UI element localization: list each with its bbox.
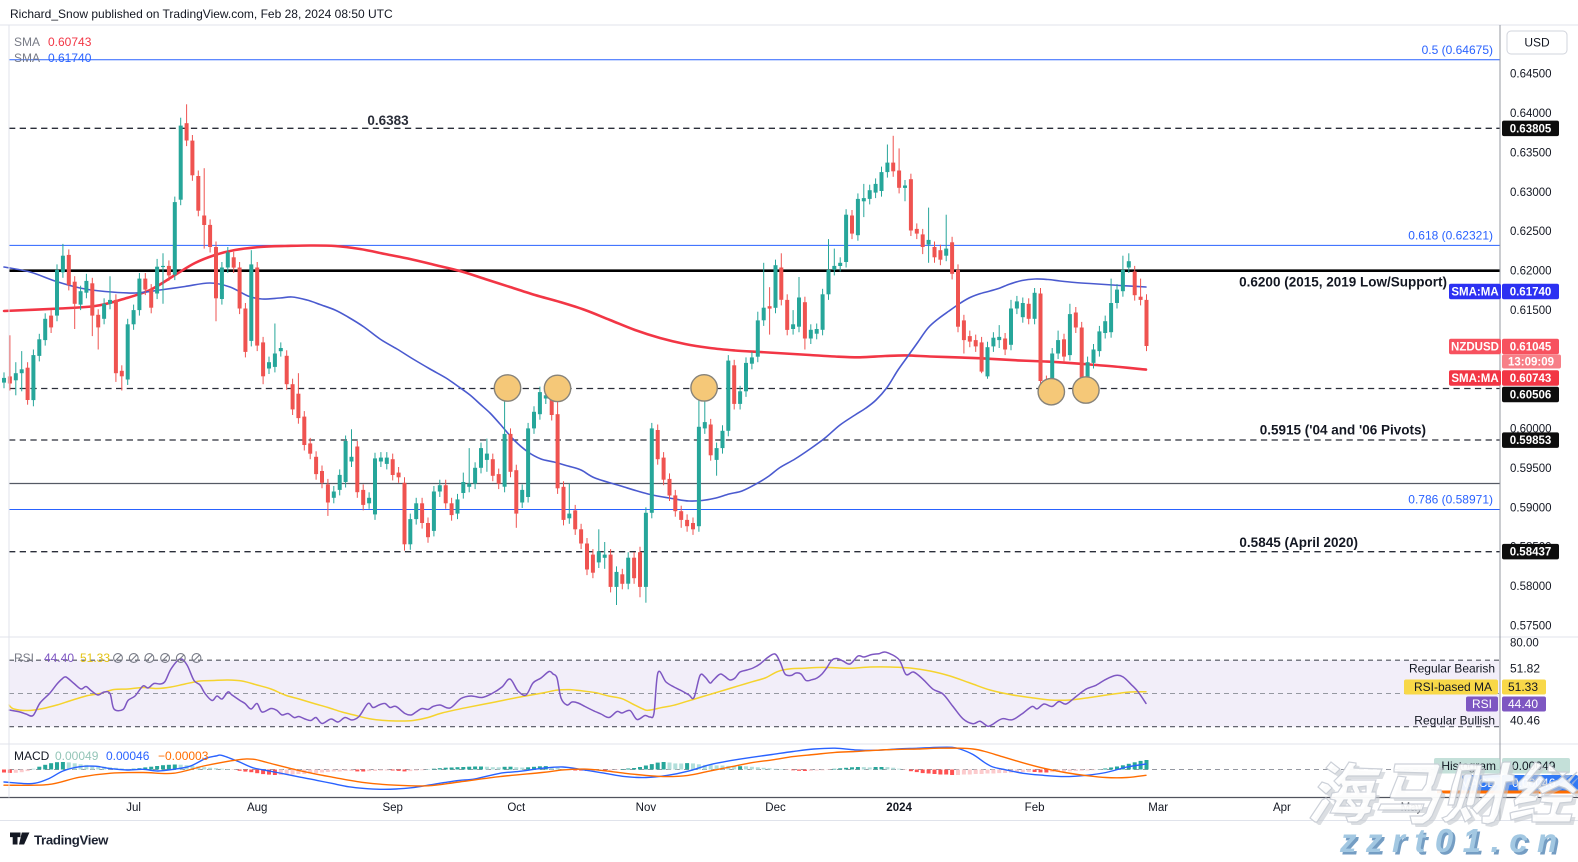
svg-text:0.5 (0.64675): 0.5 (0.64675): [1422, 43, 1493, 57]
svg-text:Jul: Jul: [126, 802, 141, 814]
svg-text:Aug: Aug: [247, 802, 267, 814]
svg-text:0.59000: 0.59000: [1510, 502, 1552, 514]
svg-text:0.57500: 0.57500: [1510, 621, 1552, 633]
svg-text:0.6383: 0.6383: [367, 113, 409, 128]
svg-text:51.33: 51.33: [1508, 680, 1538, 694]
svg-text:0.5915 ('04 and '06 Pivots): 0.5915 ('04 and '06 Pivots): [1260, 423, 1426, 438]
svg-text:0.618 (0.62321): 0.618 (0.62321): [1408, 229, 1493, 243]
svg-text:SMA:MA: SMA:MA: [1451, 287, 1498, 299]
svg-text:TradingView: TradingView: [34, 833, 109, 848]
svg-text:0.59500: 0.59500: [1510, 463, 1552, 475]
svg-text:13:09:09: 13:09:09: [1508, 357, 1554, 369]
svg-text:0.61500: 0.61500: [1510, 305, 1552, 317]
svg-text:80.00: 80.00: [1510, 638, 1539, 650]
svg-text:NZDUSD: NZDUSD: [1451, 342, 1499, 354]
svg-text:Dec: Dec: [765, 802, 786, 814]
svg-text:zzrt01.cn: zzrt01.cn: [1342, 825, 1570, 858]
svg-text:0.60743: 0.60743: [48, 35, 92, 49]
svg-text:51.82: 51.82: [1510, 662, 1540, 676]
svg-text:MACD: MACD: [14, 749, 50, 763]
svg-text:2024: 2024: [886, 802, 912, 814]
svg-text:0.62000: 0.62000: [1510, 266, 1552, 278]
svg-text:Regular Bearish: Regular Bearish: [1409, 662, 1495, 676]
svg-text:51.33: 51.33: [80, 651, 110, 665]
svg-text:0.61740: 0.61740: [1510, 287, 1552, 299]
svg-text:0.60743: 0.60743: [1510, 373, 1552, 385]
svg-text:USD: USD: [1524, 36, 1550, 50]
svg-text:0.64000: 0.64000: [1510, 108, 1552, 120]
svg-text:44.40: 44.40: [1508, 697, 1538, 711]
svg-text:0.00049: 0.00049: [55, 749, 99, 763]
svg-text:Richard_Snow published on Trad: Richard_Snow published on TradingView.co…: [10, 7, 393, 21]
svg-text:Nov: Nov: [636, 802, 657, 814]
svg-text:0.58437: 0.58437: [1510, 547, 1552, 559]
svg-text:RSI-based MA: RSI-based MA: [1414, 680, 1492, 694]
svg-text:0.6200 (2015, 2019 Low/Support: 0.6200 (2015, 2019 Low/Support): [1239, 275, 1447, 290]
svg-text:0.60506: 0.60506: [1510, 390, 1552, 402]
svg-text:−0.00003: −0.00003: [158, 749, 209, 763]
svg-text:0.63805: 0.63805: [1510, 123, 1552, 135]
svg-text:SMA: SMA: [14, 51, 40, 65]
svg-text:RSI: RSI: [14, 651, 34, 665]
svg-text:Mar: Mar: [1148, 802, 1168, 814]
svg-text:0.64500: 0.64500: [1510, 69, 1552, 81]
svg-text:40.46: 40.46: [1510, 714, 1540, 728]
svg-text:0.62500: 0.62500: [1510, 226, 1552, 238]
svg-text:RSI: RSI: [1472, 697, 1492, 711]
svg-text:0.786 (0.58971): 0.786 (0.58971): [1408, 493, 1493, 507]
svg-text:SMA: SMA: [14, 35, 40, 49]
svg-text:Sep: Sep: [382, 802, 402, 814]
svg-text:Feb: Feb: [1025, 802, 1045, 814]
svg-text:zzrt01.cn: zzrt01.cn: [1339, 822, 1567, 857]
svg-text:0.5845 (April 2020): 0.5845 (April 2020): [1239, 535, 1358, 550]
svg-text:SMA:MA: SMA:MA: [1451, 373, 1498, 385]
svg-text:0.63000: 0.63000: [1510, 187, 1552, 199]
svg-text:0.00046: 0.00046: [106, 749, 150, 763]
svg-text:44.40: 44.40: [44, 651, 74, 665]
svg-text:0.58000: 0.58000: [1510, 581, 1552, 593]
svg-text:Apr: Apr: [1273, 802, 1291, 814]
svg-text:Oct: Oct: [507, 802, 526, 814]
svg-text:0.61045: 0.61045: [1510, 342, 1552, 354]
svg-text:0.63500: 0.63500: [1510, 147, 1552, 159]
svg-text:0.61740: 0.61740: [48, 51, 92, 65]
svg-text:Regular Bullish: Regular Bullish: [1414, 714, 1495, 728]
svg-text:0.59853: 0.59853: [1510, 435, 1552, 447]
